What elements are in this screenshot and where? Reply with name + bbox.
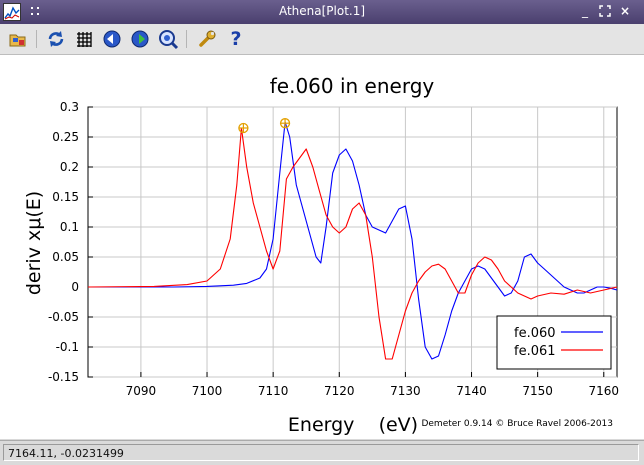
axis-ticks: 7090 7100 7110 7120 7130 7140 7150 7160 -0.15 -0.… [48, 100, 619, 398]
back-icon[interactable] [101, 28, 123, 50]
x-tick-label: 7130 [390, 384, 421, 398]
title-bar: Athena[Plot.1] _ × [0, 0, 644, 24]
toolbar-separator [36, 30, 37, 48]
x-tick-label: 7120 [324, 384, 355, 398]
window-title: Athena[Plot.1] [278, 4, 366, 18]
chart: 7090 7100 7110 7120 7130 7140 7150 7160 -0.15 -0.… [23, 74, 619, 436]
legend-label-1: fe.061 [514, 344, 556, 359]
grid-icon[interactable] [73, 28, 95, 50]
x-axis-label: Energy (eV) [288, 414, 418, 436]
x-tick-label: 7150 [522, 384, 553, 398]
status-bar: 7164.11, -0.0231499 [0, 440, 644, 465]
legend-label-0: fe.060 [514, 326, 556, 341]
x-tick-label: 7110 [258, 384, 289, 398]
toolbar: ? [0, 24, 644, 55]
wrench-icon[interactable] [196, 28, 218, 50]
app-icon[interactable] [3, 3, 21, 21]
cursor-coordinates: 7164.11, -0.0231499 [3, 444, 639, 461]
series-layer [87, 121, 618, 360]
y-tick-label: 0.3 [60, 100, 79, 114]
toolbar-separator [186, 30, 187, 48]
x-tick-label: 7160 [589, 384, 620, 398]
zoom-icon[interactable] [157, 28, 179, 50]
y-tick-label: -0.1 [56, 340, 79, 354]
y-tick-label: 0.25 [52, 130, 79, 144]
x-tick-label: 7090 [126, 384, 157, 398]
series-line-fe-061 [87, 127, 618, 360]
menu-dots-icon[interactable] [28, 4, 42, 18]
y-tick-label: -0.15 [48, 370, 79, 384]
y-axis-label: deriv xμ(E) [23, 191, 45, 295]
marker-layer [238, 118, 291, 134]
watermark: Demeter 0.9.14 © Bruce Ravel 2006-2013 [421, 419, 613, 429]
close-button[interactable]: × [619, 4, 631, 18]
y-tick-label: -0.05 [48, 310, 79, 324]
y-tick-label: 0.2 [60, 160, 79, 174]
plot-canvas[interactable]: 7090 7100 7110 7120 7130 7140 7150 7160 -0.15 -0.… [0, 55, 644, 439]
chart-title: fe.060 in energy [270, 74, 435, 98]
legend: fe.060 fe.061 [496, 315, 612, 370]
open-icon[interactable] [7, 28, 29, 50]
help-icon[interactable]: ? [230, 28, 242, 50]
x-tick-label: 7140 [456, 384, 487, 398]
y-tick-label: 0 [71, 280, 79, 294]
x-tick-label: 7100 [192, 384, 223, 398]
peak-marker [279, 118, 291, 129]
series-line-fe-060 [88, 121, 618, 360]
maximize-button[interactable] [598, 4, 612, 18]
refresh-icon[interactable] [45, 28, 67, 50]
peak-marker [238, 122, 249, 134]
y-tick-label: 0.05 [52, 250, 79, 264]
forward-icon[interactable] [129, 28, 151, 50]
y-tick-label: 0.1 [60, 220, 79, 234]
y-tick-label: 0.15 [52, 190, 79, 204]
grid-lines [88, 106, 617, 378]
legend-box [496, 315, 612, 370]
minimize-button[interactable]: _ [582, 4, 588, 18]
